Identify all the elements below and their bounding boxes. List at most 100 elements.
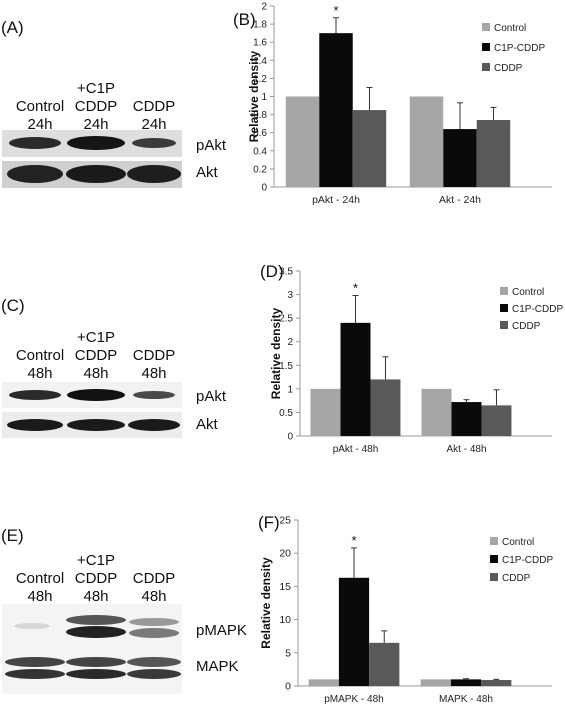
x-category-label: MAPK - 48h bbox=[439, 694, 493, 704]
bar bbox=[420, 679, 451, 686]
bar bbox=[370, 379, 401, 436]
x-category-label: pAkt - 48h bbox=[333, 444, 379, 455]
bar bbox=[340, 322, 371, 436]
x-category-label: Akt - 24h bbox=[439, 194, 481, 206]
bar bbox=[352, 110, 387, 187]
y-tick-label: 15 bbox=[279, 581, 291, 593]
x-category-label: pMAPK - 48h bbox=[324, 694, 383, 704]
western-blot-image-c bbox=[2, 382, 182, 438]
bar bbox=[409, 96, 444, 187]
legend-label: CDDP bbox=[502, 573, 531, 584]
y-tick-label: 25 bbox=[279, 515, 291, 527]
y-tick-label: 1.6 bbox=[253, 38, 267, 49]
western-blot-image-e bbox=[2, 604, 182, 694]
row-label-mapk-e: MAPK bbox=[196, 658, 239, 675]
bar bbox=[310, 388, 341, 436]
row-label-akt-c: Akt bbox=[196, 416, 218, 433]
y-tick-label: 1.2 bbox=[253, 74, 267, 85]
x-category-label: pAkt - 24h bbox=[312, 194, 360, 206]
significance-asterisk: * bbox=[353, 281, 358, 296]
panel-label-a: (A) bbox=[1, 18, 24, 37]
legend-swatch bbox=[482, 43, 490, 51]
legend-label: Control bbox=[494, 23, 526, 34]
y-tick-label: 1 bbox=[261, 92, 267, 103]
y-axis-label: Relative density bbox=[269, 307, 283, 399]
y-tick-label: 1 bbox=[287, 384, 293, 395]
legend-swatch bbox=[482, 23, 490, 31]
lane-label-cddp-48h: CDDP 48h bbox=[132, 347, 176, 382]
y-tick-label: 10 bbox=[279, 614, 291, 626]
bar bbox=[369, 642, 400, 686]
bar bbox=[319, 33, 353, 188]
lane-label-control-24h: Control 24h bbox=[15, 98, 65, 133]
x-category-label: Akt - 48h bbox=[446, 444, 486, 455]
y-tick-label: 1.5 bbox=[279, 361, 293, 372]
lane-label-control-48h: Control 48h bbox=[15, 347, 65, 382]
legend-label: Control bbox=[512, 287, 544, 298]
panel-label-b: (B) bbox=[233, 10, 256, 29]
legend-swatch bbox=[500, 321, 508, 329]
western-blot-image-a bbox=[2, 130, 182, 188]
legend-label: C1P-CDDP bbox=[494, 43, 545, 54]
bar bbox=[450, 679, 482, 686]
bar bbox=[308, 679, 339, 686]
panel-label-d: (D) bbox=[260, 262, 284, 281]
y-tick-label: 0.4 bbox=[253, 146, 267, 157]
significance-asterisk: * bbox=[333, 3, 338, 18]
y-tick-label: 1.8 bbox=[253, 20, 267, 31]
legend-label: C1P-CDDP bbox=[502, 555, 553, 566]
legend-label: CDDP bbox=[512, 321, 541, 332]
bar bbox=[443, 129, 477, 187]
lane-label-cddp-24h: CDDP 24h bbox=[132, 98, 176, 133]
y-tick-label: 0.8 bbox=[253, 110, 267, 121]
row-label-pmapk-e: pMAPK bbox=[196, 622, 247, 639]
bar bbox=[285, 96, 320, 187]
bar bbox=[481, 680, 512, 686]
y-tick-label: 0.2 bbox=[253, 164, 267, 175]
legend-label: Control bbox=[502, 537, 534, 548]
legend-swatch bbox=[490, 573, 498, 581]
lane-label-c1p-cddp-24h: +C1P CDDP 24h bbox=[74, 80, 118, 133]
legend-swatch bbox=[490, 537, 498, 545]
y-tick-label: 1.4 bbox=[253, 56, 267, 67]
y-tick-label: 0 bbox=[287, 432, 293, 443]
legend-label: C1P-CDDP bbox=[512, 304, 563, 315]
y-tick-label: 2 bbox=[261, 2, 267, 13]
lane-label-cddp-48h-mapk: CDDP 48h bbox=[132, 570, 176, 605]
panel-label-c: (C) bbox=[1, 296, 25, 315]
y-tick-label: 20 bbox=[279, 548, 291, 560]
y-tick-label: 2 bbox=[287, 337, 293, 348]
lane-label-control-48h-mapk: Control 48h bbox=[15, 570, 65, 605]
bar bbox=[451, 402, 482, 436]
significance-asterisk: * bbox=[351, 533, 356, 548]
y-tick-label: 0 bbox=[285, 681, 291, 693]
y-tick-label: 5 bbox=[285, 647, 291, 659]
legend-swatch bbox=[490, 555, 498, 563]
bar bbox=[476, 120, 511, 187]
bar bbox=[481, 405, 512, 436]
bar bbox=[338, 577, 370, 686]
row-label-pakt-a: pAkt bbox=[196, 137, 227, 154]
y-tick-label: 2.5 bbox=[279, 314, 293, 325]
bar bbox=[421, 388, 452, 436]
row-label-akt-a: Akt bbox=[196, 164, 218, 181]
y-axis-label: Relative density bbox=[259, 557, 273, 649]
lane-label-c1p-cddp-48h: +C1P CDDP 48h bbox=[74, 329, 118, 382]
legend-swatch bbox=[500, 287, 508, 295]
y-axis-label: Relative density bbox=[247, 50, 261, 142]
y-tick-label: 3 bbox=[287, 290, 293, 301]
panel-label-e: (E) bbox=[1, 526, 24, 545]
panel-label-f: (F) bbox=[258, 513, 280, 532]
y-tick-label: 0.6 bbox=[253, 128, 267, 139]
y-tick-label: 0.5 bbox=[279, 408, 293, 419]
lane-label-c1p-cddp-48h-mapk: +C1P CDDP 48h bbox=[74, 552, 118, 605]
y-tick-label: 0 bbox=[261, 183, 267, 194]
y-tick-label: 3.5 bbox=[279, 267, 293, 278]
row-label-pakt-c: pAkt bbox=[196, 388, 227, 405]
legend-swatch bbox=[500, 304, 508, 312]
legend-label: CDDP bbox=[494, 63, 523, 74]
legend-swatch bbox=[482, 63, 490, 71]
